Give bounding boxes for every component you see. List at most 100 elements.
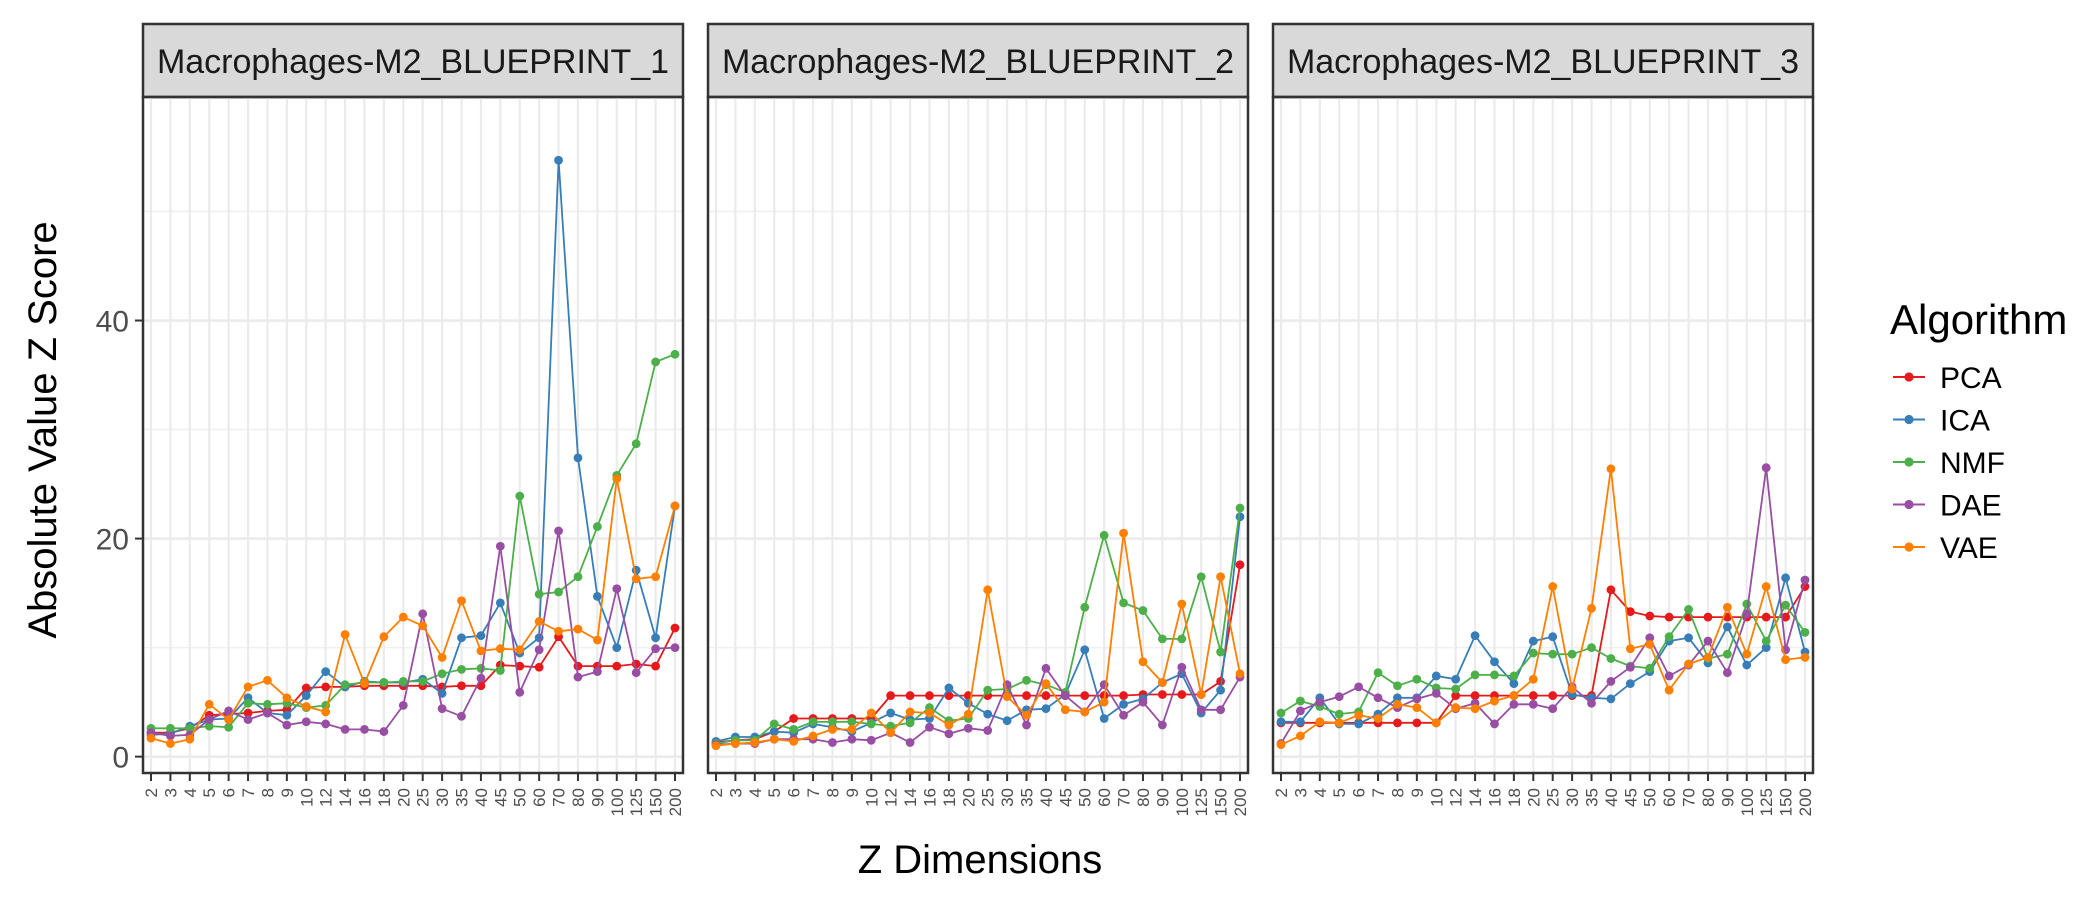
x-tick-label: 125 <box>627 788 646 816</box>
data-point <box>1431 689 1441 698</box>
x-tick-label: 18 <box>1505 788 1524 807</box>
data-point <box>1742 599 1752 609</box>
data-point <box>398 701 408 710</box>
data-point <box>1742 660 1752 670</box>
data-point <box>1451 691 1461 700</box>
data-point <box>1099 714 1109 723</box>
data-point <box>651 644 660 654</box>
data-point <box>1528 636 1538 646</box>
data-point <box>243 698 253 708</box>
x-tick-label: 70 <box>550 788 569 807</box>
data-point <box>476 631 486 641</box>
facet-strip-title: Macrophages-M2_BLUEPRINT_3 <box>1287 43 1799 81</box>
legend-label: DAE <box>1940 490 2002 523</box>
data-point <box>1625 644 1635 654</box>
data-point <box>1157 678 1167 687</box>
data-point <box>905 707 915 717</box>
data-point <box>146 733 156 743</box>
data-point <box>670 643 680 653</box>
data-point <box>1412 694 1422 704</box>
data-point <box>1664 612 1674 622</box>
data-point <box>612 474 622 484</box>
data-point <box>1761 636 1771 646</box>
x-tick-label: 14 <box>901 788 920 807</box>
data-point <box>1781 573 1790 583</box>
data-point <box>1334 692 1344 702</box>
data-point <box>1548 632 1558 642</box>
x-tick-label: 4 <box>746 788 765 797</box>
x-tick-label: 100 <box>1173 788 1192 816</box>
data-point <box>1315 697 1325 707</box>
data-point <box>554 155 563 165</box>
data-point <box>592 591 602 601</box>
data-point <box>1119 598 1128 608</box>
x-tick-label: 3 <box>1291 788 1310 797</box>
x-tick-label: 12 <box>882 788 901 807</box>
x-tick-label: 14 <box>336 788 355 807</box>
x-tick-label: 100 <box>1738 788 1757 816</box>
x-tick-label: 50 <box>1641 788 1660 807</box>
data-point <box>263 708 272 718</box>
data-point <box>418 609 428 619</box>
x-tick-label: 30 <box>1563 788 1582 807</box>
legend-item-ica: ICA <box>1893 405 1990 438</box>
y-tick-label: 40 <box>96 306 129 339</box>
facet-strip <box>141 22 685 99</box>
data-point <box>1664 685 1674 695</box>
data-point <box>457 633 466 643</box>
data-point <box>1722 668 1732 678</box>
data-point <box>592 522 602 531</box>
data-point <box>866 719 876 729</box>
data-point <box>1625 679 1635 688</box>
x-tick-label: 125 <box>1757 788 1776 816</box>
x-tick-label: 7 <box>804 788 823 797</box>
x-tick-label: 16 <box>1485 788 1504 807</box>
data-point <box>905 718 915 728</box>
data-point <box>886 728 896 738</box>
data-point <box>534 645 544 655</box>
x-tick-label: 2 <box>1272 788 1291 797</box>
x-tick-label: 80 <box>1134 788 1153 807</box>
data-point <box>1761 643 1771 653</box>
data-point <box>1138 697 1148 707</box>
data-point <box>515 491 525 501</box>
data-point <box>828 717 837 727</box>
data-point <box>1235 669 1245 679</box>
data-point <box>631 574 641 584</box>
data-point <box>1587 643 1596 653</box>
data-point <box>808 731 818 741</box>
data-point <box>573 624 583 634</box>
series-line <box>1281 576 1806 725</box>
x-tick-label: 10 <box>1427 788 1446 807</box>
data-point <box>1509 679 1519 688</box>
data-point <box>1196 572 1206 582</box>
data-point <box>437 704 447 714</box>
data-point <box>573 661 583 671</box>
data-point <box>1548 582 1558 591</box>
data-point <box>1606 464 1616 474</box>
data-point <box>1761 612 1771 622</box>
data-point <box>166 723 175 733</box>
data-point <box>1490 696 1499 706</box>
x-tick-label: 125 <box>1192 788 1211 816</box>
x-tick-label: 8 <box>1388 788 1407 797</box>
data-point <box>554 587 563 597</box>
data-point <box>1235 503 1245 513</box>
legend-label: PCA <box>1940 362 2002 395</box>
legend-label: VAE <box>1940 532 1998 565</box>
y-tick-label: 20 <box>96 524 129 557</box>
data-point <box>457 596 466 606</box>
data-point <box>573 453 583 463</box>
data-point <box>1528 674 1538 684</box>
series-ica <box>1276 573 1810 729</box>
data-point <box>204 715 214 724</box>
data-point <box>573 672 583 682</box>
data-point <box>1528 699 1538 709</box>
x-tick-label: 80 <box>569 788 588 807</box>
x-tick-label: 70 <box>1115 788 1134 807</box>
data-point <box>1080 691 1090 700</box>
facet-panels: Macrophages-M2_BLUEPRINT_12 3 4 5 6 7 8 9 10 12 14… <box>96 22 1815 816</box>
data-point <box>1177 599 1187 609</box>
x-tick-label: 9 <box>278 788 297 797</box>
data-point <box>340 724 350 734</box>
